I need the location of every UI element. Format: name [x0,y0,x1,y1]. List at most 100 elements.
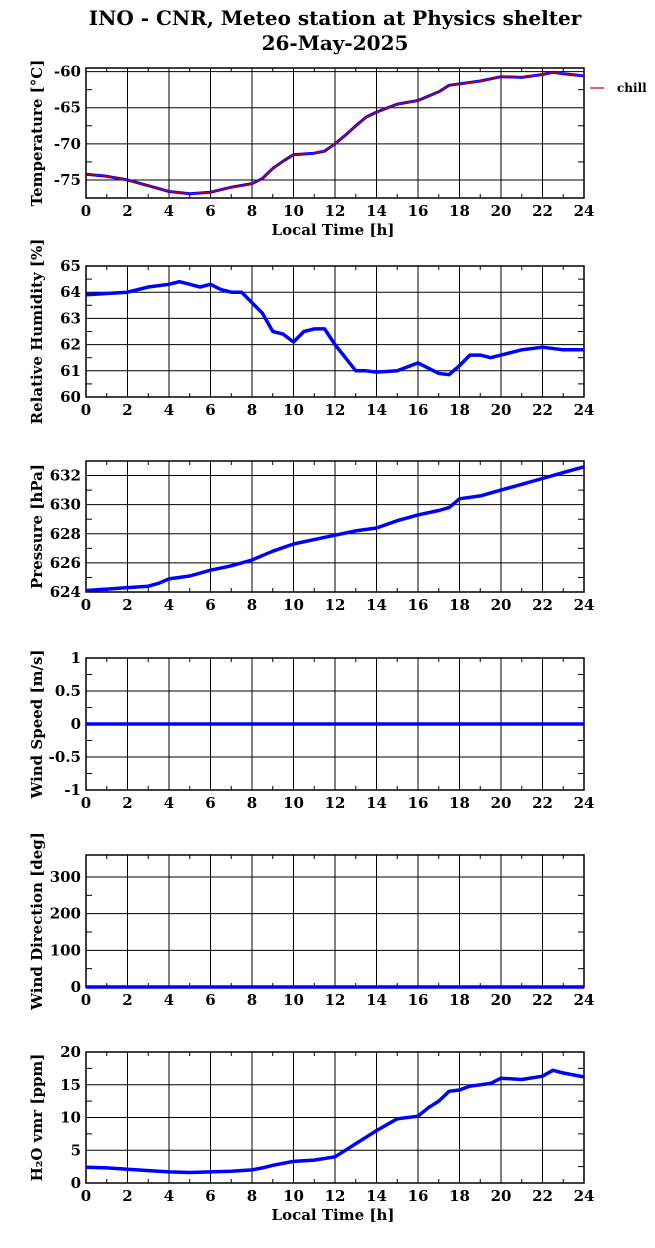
h2o_vmr-xtick-label: 16 [408,1187,429,1205]
pressure-xtick-label: 14 [366,596,387,614]
h2o_vmr-xtick-label: 2 [122,1187,132,1205]
wind_speed-xtick-label: 16 [408,794,429,812]
h2o_vmr-xtick-label: 22 [532,1187,553,1205]
temperature-ytick-label: -65 [54,99,81,117]
wind_speed-ytick-label: 0 [71,715,81,733]
panels: 0 2 4 6 8 10 12 14 16 18 20 22 24-60-65-70-75chillTe… [28,60,647,1224]
humidity-xtick-label: 16 [408,401,429,419]
wind_direction-xtick-label: 24 [574,991,595,1009]
temperature-xtick-label: 20 [491,202,512,220]
temperature-xtick-label: 0 [81,202,91,220]
humidity-ytick-label: 63 [60,309,81,327]
chart-title-line2: 26-May-2025 [262,31,409,55]
wind_direction-ytick-label: 300 [50,868,81,886]
wind_speed-ytick-label: 1 [71,649,81,667]
wind_direction-xtick-label: 8 [247,991,257,1009]
pressure-xtick-label: 18 [449,596,470,614]
wind_direction-xtick-label: 18 [449,991,470,1009]
humidity-xtick-label: 14 [366,401,387,419]
h2o_vmr-xtick-label: 18 [449,1187,470,1205]
wind_speed-xtick-label: 6 [205,794,215,812]
h2o_vmr-xtick-label: 4 [164,1187,174,1205]
wind_direction-xtick-label: 6 [205,991,215,1009]
h2o_vmr-xtick-label: 14 [366,1187,387,1205]
pressure-plot-frame [85,460,585,593]
pressure-ytick-label: 630 [50,496,81,514]
temperature-ytick-label: -75 [54,171,81,189]
humidity-xtick-label: 24 [574,401,595,419]
pressure-ytick-label: 626 [50,554,81,572]
h2o_vmr-xtick-label: 12 [325,1187,346,1205]
h2o_vmr-xtick-label: 10 [283,1187,304,1205]
humidity-xtick-label: 2 [122,401,132,419]
humidity-xtick-label: 10 [283,401,304,419]
pressure-ylabel: Pressure [hPa] [28,464,46,589]
temperature-plot-frame [85,67,585,199]
wind_direction-xtick-label: 10 [283,991,304,1009]
pressure-xtick-label: 22 [532,596,553,614]
temperature-xtick-label: 6 [205,202,215,220]
h2o_vmr-plot-frame [85,1051,585,1184]
temperature-xlabel: Local Time [h] [272,221,395,239]
wind_direction-ylabel: Wind Direction [deg] [28,832,46,1011]
wind_direction-xtick-label: 4 [164,991,174,1009]
pressure-xtick-label: 12 [325,596,346,614]
pressure-ytick-label: 632 [50,467,81,485]
chart-title-line1: INO - CNR, Meteo station at Physics shel… [89,6,582,30]
humidity-ytick-label: 61 [60,362,81,380]
wind_speed-xtick-label: 2 [122,794,132,812]
wind_speed-xtick-label: 12 [325,794,346,812]
temperature-xtick-label: 14 [366,202,387,220]
temperature-ylabel: Temperature [°C] [28,60,46,207]
wind_speed-xtick-label: 20 [491,794,512,812]
temperature-xtick-label: 8 [247,202,257,220]
wind_direction-xtick-label: 0 [81,991,91,1009]
temperature-ytick-label: -70 [54,135,81,153]
wind_speed-xtick-label: 10 [283,794,304,812]
wind_direction-ytick-label: 200 [50,905,81,923]
pressure-xtick-label: 8 [247,596,257,614]
pressure-panel: 0 2 4 6 8 10 12 14 16 18 20 22 24632630628626624Pres… [28,460,595,614]
pressure-xtick-label: 6 [205,596,215,614]
temperature-xtick-label: 12 [325,202,346,220]
h2o_vmr-series-line [86,1068,584,1175]
h2o_vmr-xtick-label: 24 [574,1187,595,1205]
humidity-ytick-label: 65 [60,257,81,275]
h2o_vmr-ytick-label: 5 [71,1141,81,1159]
temperature-xtick-label: 2 [122,202,132,220]
h2o_vmr-xtick-label: 20 [491,1187,512,1205]
pressure-xtick-label: 16 [408,596,429,614]
h2o_vmr-xtick-label: 6 [205,1187,215,1205]
temperature-xtick-label: 4 [164,202,174,220]
wind_speed-xtick-label: 8 [247,794,257,812]
wind_speed-xtick-label: 0 [81,794,91,812]
wind_direction-ytick-label: 0 [71,978,81,996]
pressure-ytick-label: 624 [50,583,81,601]
pressure-xtick-label: 24 [574,596,595,614]
temperature-xtick-label: 24 [574,202,595,220]
humidity-panel: 0 2 4 6 8 10 12 14 16 18 20 22 24656463626160Relativ… [28,239,594,425]
h2o_vmr-xlabel: Local Time [h] [272,1206,395,1224]
h2o_vmr-xtick-label: 0 [81,1187,91,1205]
humidity-xtick-label: 8 [247,401,257,419]
pressure-xtick-label: 2 [122,596,132,614]
temperature-xtick-label: 18 [449,202,470,220]
temperature-xtick-label: 22 [532,202,553,220]
humidity-xtick-label: 20 [491,401,512,419]
wind_speed-xtick-label: 14 [366,794,387,812]
wind_direction-xtick-label: 14 [366,991,387,1009]
h2o_vmr-ytick-label: 15 [60,1076,81,1094]
wind_direction-xtick-label: 16 [408,991,429,1009]
pressure-xtick-label: 10 [283,596,304,614]
wind_direction-xtick-label: 20 [491,991,512,1009]
humidity-xtick-label: 6 [205,401,215,419]
temperature-ytick-label: -60 [54,63,81,81]
humidity-xtick-label: 0 [81,401,91,419]
temperature-series-line-chill [86,71,584,195]
humidity-ytick-label: 62 [60,336,81,354]
temperature-xtick-label: 16 [408,202,429,220]
